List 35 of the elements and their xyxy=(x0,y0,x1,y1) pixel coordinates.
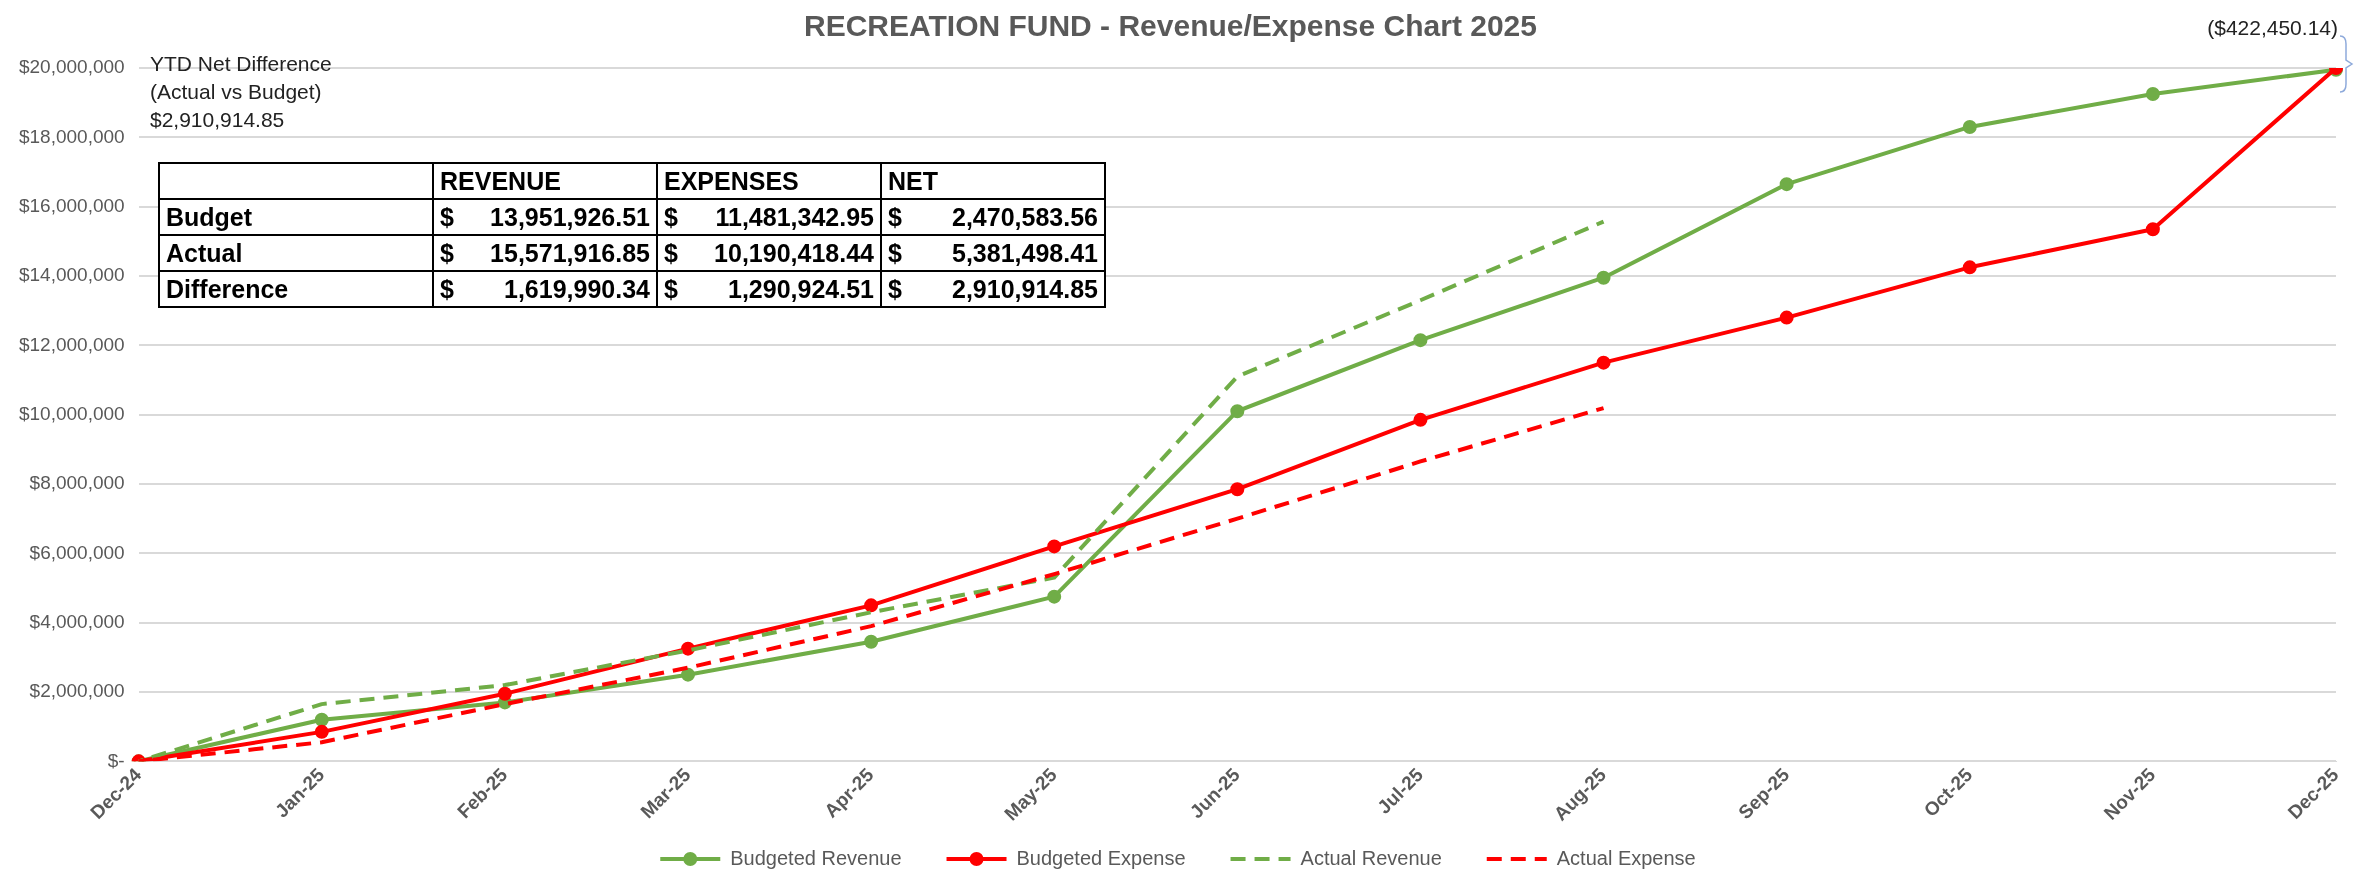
y-tick-label: $16,000,000 xyxy=(18,194,125,216)
y-tick-label: $18,000,000 xyxy=(18,125,125,147)
annotation: ($422,450.14) xyxy=(2207,16,2338,40)
annotation: EXPENSES xyxy=(657,163,881,199)
y-tick-label: $8,000,000 xyxy=(29,472,125,494)
text: $ 11,481,342.95 xyxy=(664,202,874,231)
legend-label: Actual Revenue xyxy=(1300,846,1442,869)
y-tick-label: $10,000,000 xyxy=(18,402,125,424)
text: $ 2,910,914.85 xyxy=(888,274,1098,303)
annotation: (Actual vs Budget) xyxy=(150,79,323,105)
annotation: Difference xyxy=(159,271,433,307)
legend-label: Budgeted Expense xyxy=(1016,846,1186,869)
annotation: REVENUE xyxy=(433,163,657,199)
text: $ 15,571,916.85 xyxy=(440,238,650,267)
y-tick-label: $6,000,000 xyxy=(29,541,125,563)
text: $ 5,381,498.41 xyxy=(888,238,1098,267)
annotation: NET xyxy=(881,163,1105,199)
legend-label: Budgeted Revenue xyxy=(730,846,902,869)
y-tick-label: $12,000,000 xyxy=(18,333,125,355)
y-tick-label: $2,000,000 xyxy=(29,680,125,702)
text: $ 2,470,583.56 xyxy=(888,202,1098,231)
legend-label: Actual Expense xyxy=(1556,846,1696,869)
text: $ 1,619,990.34 xyxy=(440,274,650,303)
text: $ 10,190,418.44 xyxy=(664,238,874,267)
annotation: Actual xyxy=(159,235,433,271)
y-tick-label: $20,000,000 xyxy=(18,56,125,78)
y-tick-label: $14,000,000 xyxy=(18,264,125,286)
annotation: YTD Net Difference xyxy=(150,51,332,77)
annotation: $2,910,914.85 xyxy=(150,107,286,133)
y-tick-label: $4,000,000 xyxy=(29,610,125,632)
text: $ 1,290,924.51 xyxy=(664,274,874,303)
chart-title: RECREATION FUND - Revenue/Expense Chart 2025 xyxy=(804,9,1537,43)
annotation: Budget xyxy=(159,199,433,235)
text: $ 13,951,926.51 xyxy=(440,202,650,231)
y-tick-label: $- xyxy=(107,749,125,771)
